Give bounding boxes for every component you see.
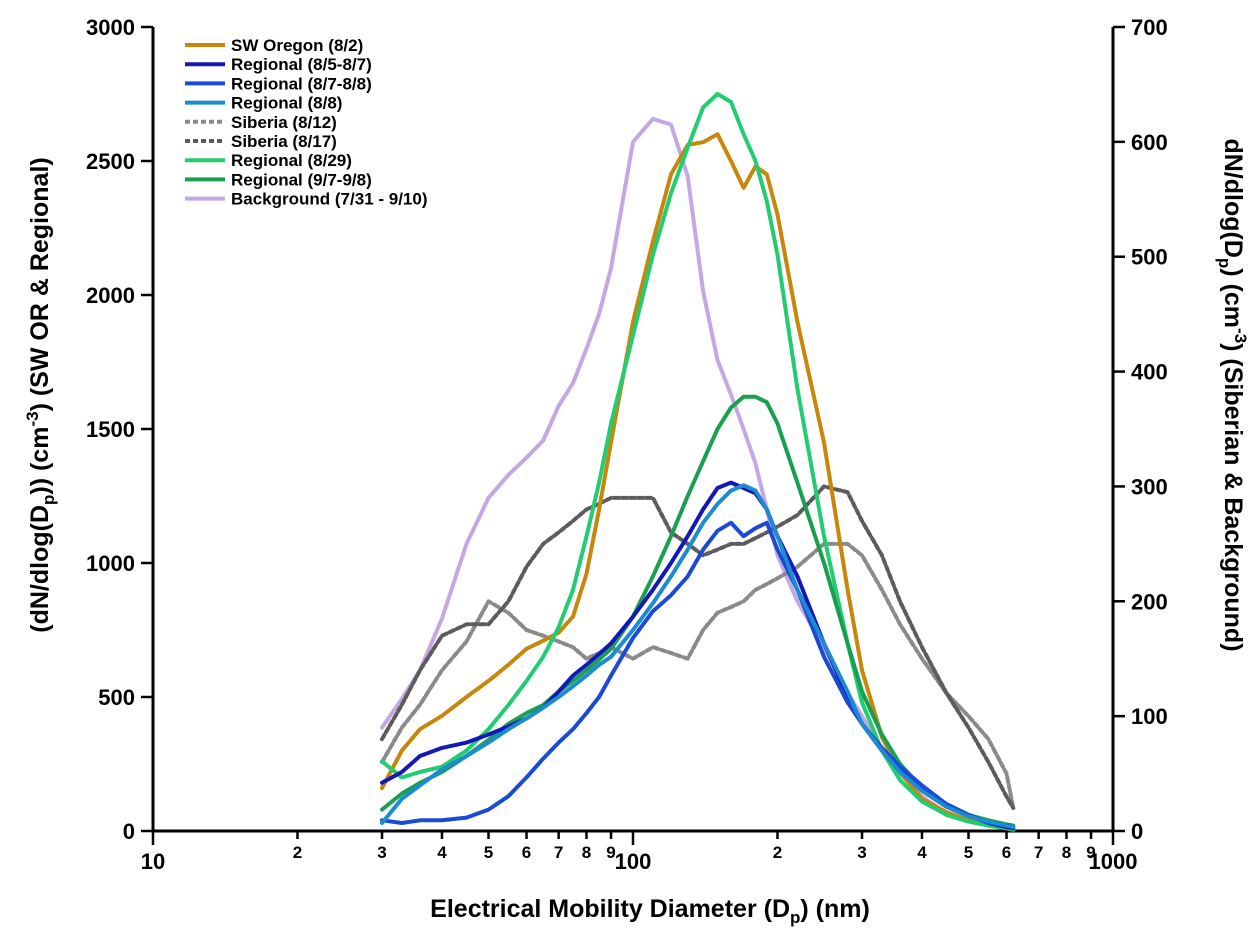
x-minor-tick-label: 4 <box>917 843 927 862</box>
series-line-4 <box>380 483 1016 829</box>
x-minor-tick-label: 8 <box>582 843 591 862</box>
x-minor-tick-label: 3 <box>377 843 386 862</box>
x-minor-tick-label: 9 <box>606 843 615 862</box>
y-left-tick-label: 1500 <box>86 417 135 442</box>
y-left-tick-label: 500 <box>98 685 135 710</box>
x-minor-tick-label: 6 <box>1002 843 1011 862</box>
y-right-tick-label: 700 <box>1131 15 1168 40</box>
y-axis-right-title: dN/dlog(Dp) (cm-3) (Siberian & Backgroun… <box>1215 138 1250 651</box>
legend-label: SW Oregon (8/2) <box>231 36 363 55</box>
x-minor-tick-label: 4 <box>437 843 447 862</box>
x-minor-tick-label: 9 <box>1086 843 1095 862</box>
x-tick-label: 10 <box>141 849 165 874</box>
series-line-5 <box>380 541 1016 810</box>
y-left-tick-label: 2500 <box>86 149 135 174</box>
legend-label: Siberia (8/17) <box>231 132 337 151</box>
y-left-tick-label: 2000 <box>86 283 135 308</box>
legend-label: Regional (9/7-9/8) <box>231 170 372 189</box>
x-minor-tick-label: 2 <box>293 843 302 862</box>
x-minor-tick-label: 8 <box>1062 843 1071 862</box>
y-left-tick-label: 1000 <box>86 551 135 576</box>
x-minor-tick-label: 7 <box>554 843 563 862</box>
legend-label: Regional (8/7-8/8) <box>231 74 372 93</box>
series-line-7 <box>380 92 1016 832</box>
x-minor-tick-label: 6 <box>522 843 531 862</box>
legend-label: Siberia (8/12) <box>231 113 337 132</box>
x-minor-tick-label: 7 <box>1034 843 1043 862</box>
x-minor-tick-label: 3 <box>857 843 866 862</box>
y-right-tick-label: 400 <box>1131 360 1168 385</box>
legend-label: Regional (8/5-8/7) <box>231 55 372 74</box>
x-minor-tick-label: 5 <box>964 843 973 862</box>
y-left-tick-label: 3000 <box>86 15 135 40</box>
y-right-tick-label: 100 <box>1131 704 1168 729</box>
y-right-tick-label: 200 <box>1131 589 1168 614</box>
y-axis-left-title: (dN/dlog(Dp)) (cm-3) (SW OR & Regional) <box>23 157 58 632</box>
x-tick-label: 100 <box>615 849 652 874</box>
x-axis-title: Electrical Mobility Diameter (Dp) (nm) <box>430 895 870 927</box>
legend-label: Regional (8/29) <box>231 151 352 170</box>
y-right-tick-label: 300 <box>1131 474 1168 499</box>
series-layer <box>380 92 1016 832</box>
series-line-6 <box>380 484 1016 810</box>
legend-label: Background (7/31 - 9/10) <box>231 190 428 209</box>
y-right-tick-label: 500 <box>1131 245 1168 270</box>
legend-label: Regional (8/8) <box>231 94 342 113</box>
x-minor-tick-label: 2 <box>773 843 782 862</box>
y-left-tick-label: 0 <box>123 819 135 844</box>
series-line-3 <box>380 520 1016 829</box>
x-minor-tick-label: 5 <box>484 843 493 862</box>
y-right-tick-label: 600 <box>1131 130 1168 155</box>
x-tick-label: 1000 <box>1089 849 1138 874</box>
series-line-8 <box>380 394 1016 828</box>
legend: SW Oregon (8/2)Regional (8/5-8/7)Regiona… <box>185 36 428 209</box>
y-right-tick-label: 0 <box>1131 819 1143 844</box>
